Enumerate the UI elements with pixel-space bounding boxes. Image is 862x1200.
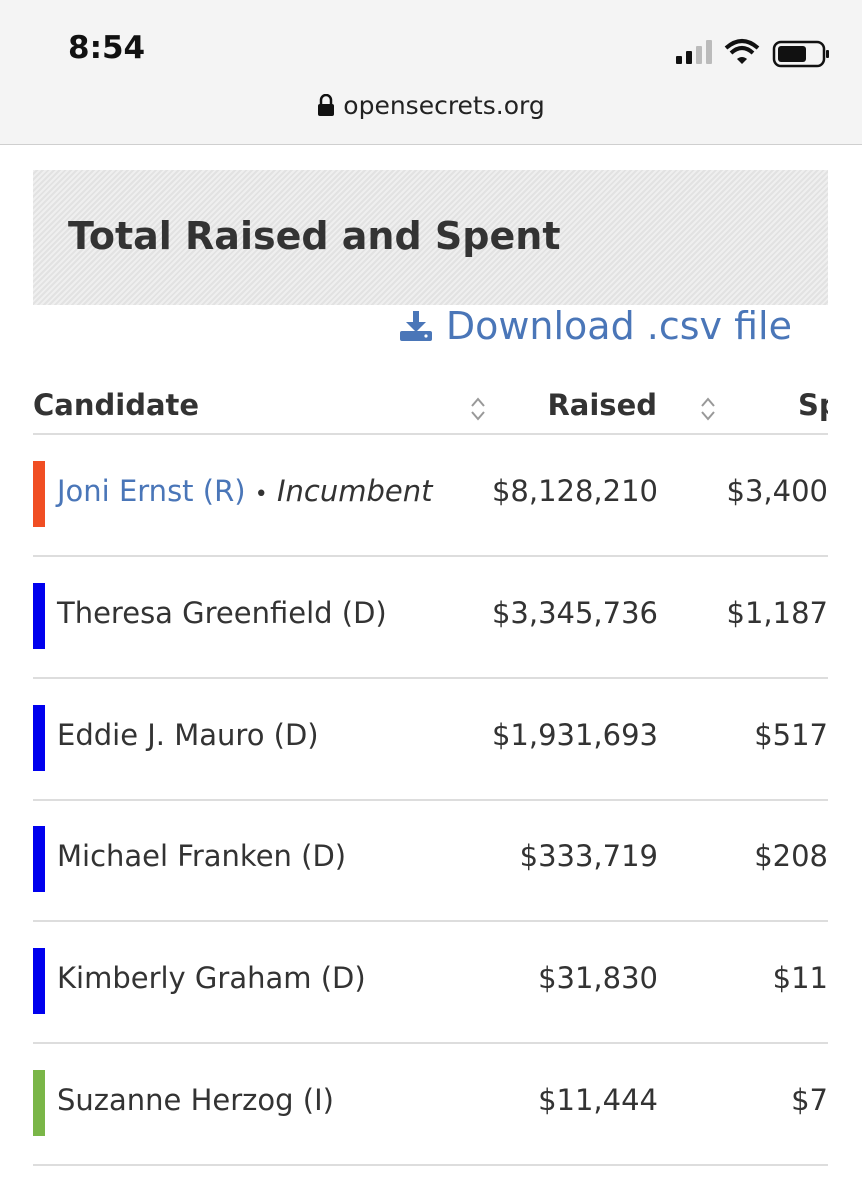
url-text: opensecrets.org <box>343 91 545 120</box>
column-header[interactable]: Candidate <box>33 388 200 422</box>
candidate-cell: Kimberly Graham (D) <box>57 961 366 995</box>
row-rule <box>33 1164 828 1166</box>
party-swatch <box>33 704 45 771</box>
browser-bar: 8:54 opensecrets.org <box>0 0 862 145</box>
column-header[interactable]: Sp <box>798 388 828 422</box>
candidate-name: Michael Franken (D) <box>57 839 347 874</box>
column-header[interactable]: Raised <box>547 388 657 422</box>
spent-cell: $208 <box>754 839 828 874</box>
party-swatch <box>33 582 45 649</box>
row-rule <box>33 798 828 801</box>
candidate-name: Eddie J. Mauro (D) <box>57 717 319 752</box>
status-icons <box>676 39 829 68</box>
spent-cell: $517 <box>754 717 828 752</box>
candidate-cell: Suzanne Herzog (I) <box>57 1083 334 1117</box>
download-link[interactable]: Download .csv file <box>399 304 792 348</box>
row-rule <box>33 676 828 679</box>
lock-icon <box>318 93 335 116</box>
party-swatch <box>33 461 45 527</box>
spent-cell: $11 <box>772 961 828 996</box>
candidate-cell: Theresa Greenfield (D) <box>57 596 387 630</box>
clock: 8:54 <box>68 30 146 66</box>
raised-cell: $11,444 <box>538 1083 658 1117</box>
raised-cell: $3,345,736 <box>491 595 658 630</box>
candidate-link[interactable]: Joni Ernst (R) <box>57 474 246 508</box>
candidate-name: Suzanne Herzog (I) <box>57 1083 334 1117</box>
spent-cell: $3,400 <box>726 474 828 508</box>
spent-cell: $1,187 <box>726 595 828 630</box>
incumbent-note: Incumbent <box>276 474 433 508</box>
header-rule <box>33 433 828 435</box>
party-swatch <box>33 1070 45 1136</box>
candidate-cell: Joni Ernst (R) • Incumbent <box>57 474 432 508</box>
raised-cell: $1,931,693 <box>491 717 658 752</box>
spent-column: Sp $3,400 $1,187 $517 $208 $11 $7 <box>690 370 828 1170</box>
separator: • <box>254 482 268 507</box>
download-text: Download .csv file <box>445 304 792 348</box>
candidate-name: Kimberly Graham (D) <box>57 961 366 996</box>
row-rule <box>33 555 828 557</box>
spent-cell: $7 <box>791 1083 828 1117</box>
party-swatch <box>33 826 45 893</box>
candidate-cell: Michael Franken (D) <box>57 839 346 873</box>
download-icon <box>399 311 432 341</box>
row-rule <box>33 920 828 923</box>
section-title: Total Raised and Spent <box>68 214 561 258</box>
raised-cell: $31,830 <box>538 961 658 996</box>
sort-icon[interactable] <box>699 395 717 423</box>
candidate-name: Theresa Greenfield (D) <box>57 595 387 630</box>
row-rule <box>33 1042 828 1045</box>
party-swatch <box>33 948 45 1015</box>
title-box: Total Raised and Spent <box>33 170 828 305</box>
raised-cell: $333,719 <box>519 839 658 874</box>
address[interactable]: opensecrets.org <box>0 91 862 120</box>
sort-icon[interactable] <box>469 395 487 423</box>
raised-cell: $8,128,210 <box>491 474 658 508</box>
candidate-cell: Eddie J. Mauro (D) <box>57 718 319 752</box>
